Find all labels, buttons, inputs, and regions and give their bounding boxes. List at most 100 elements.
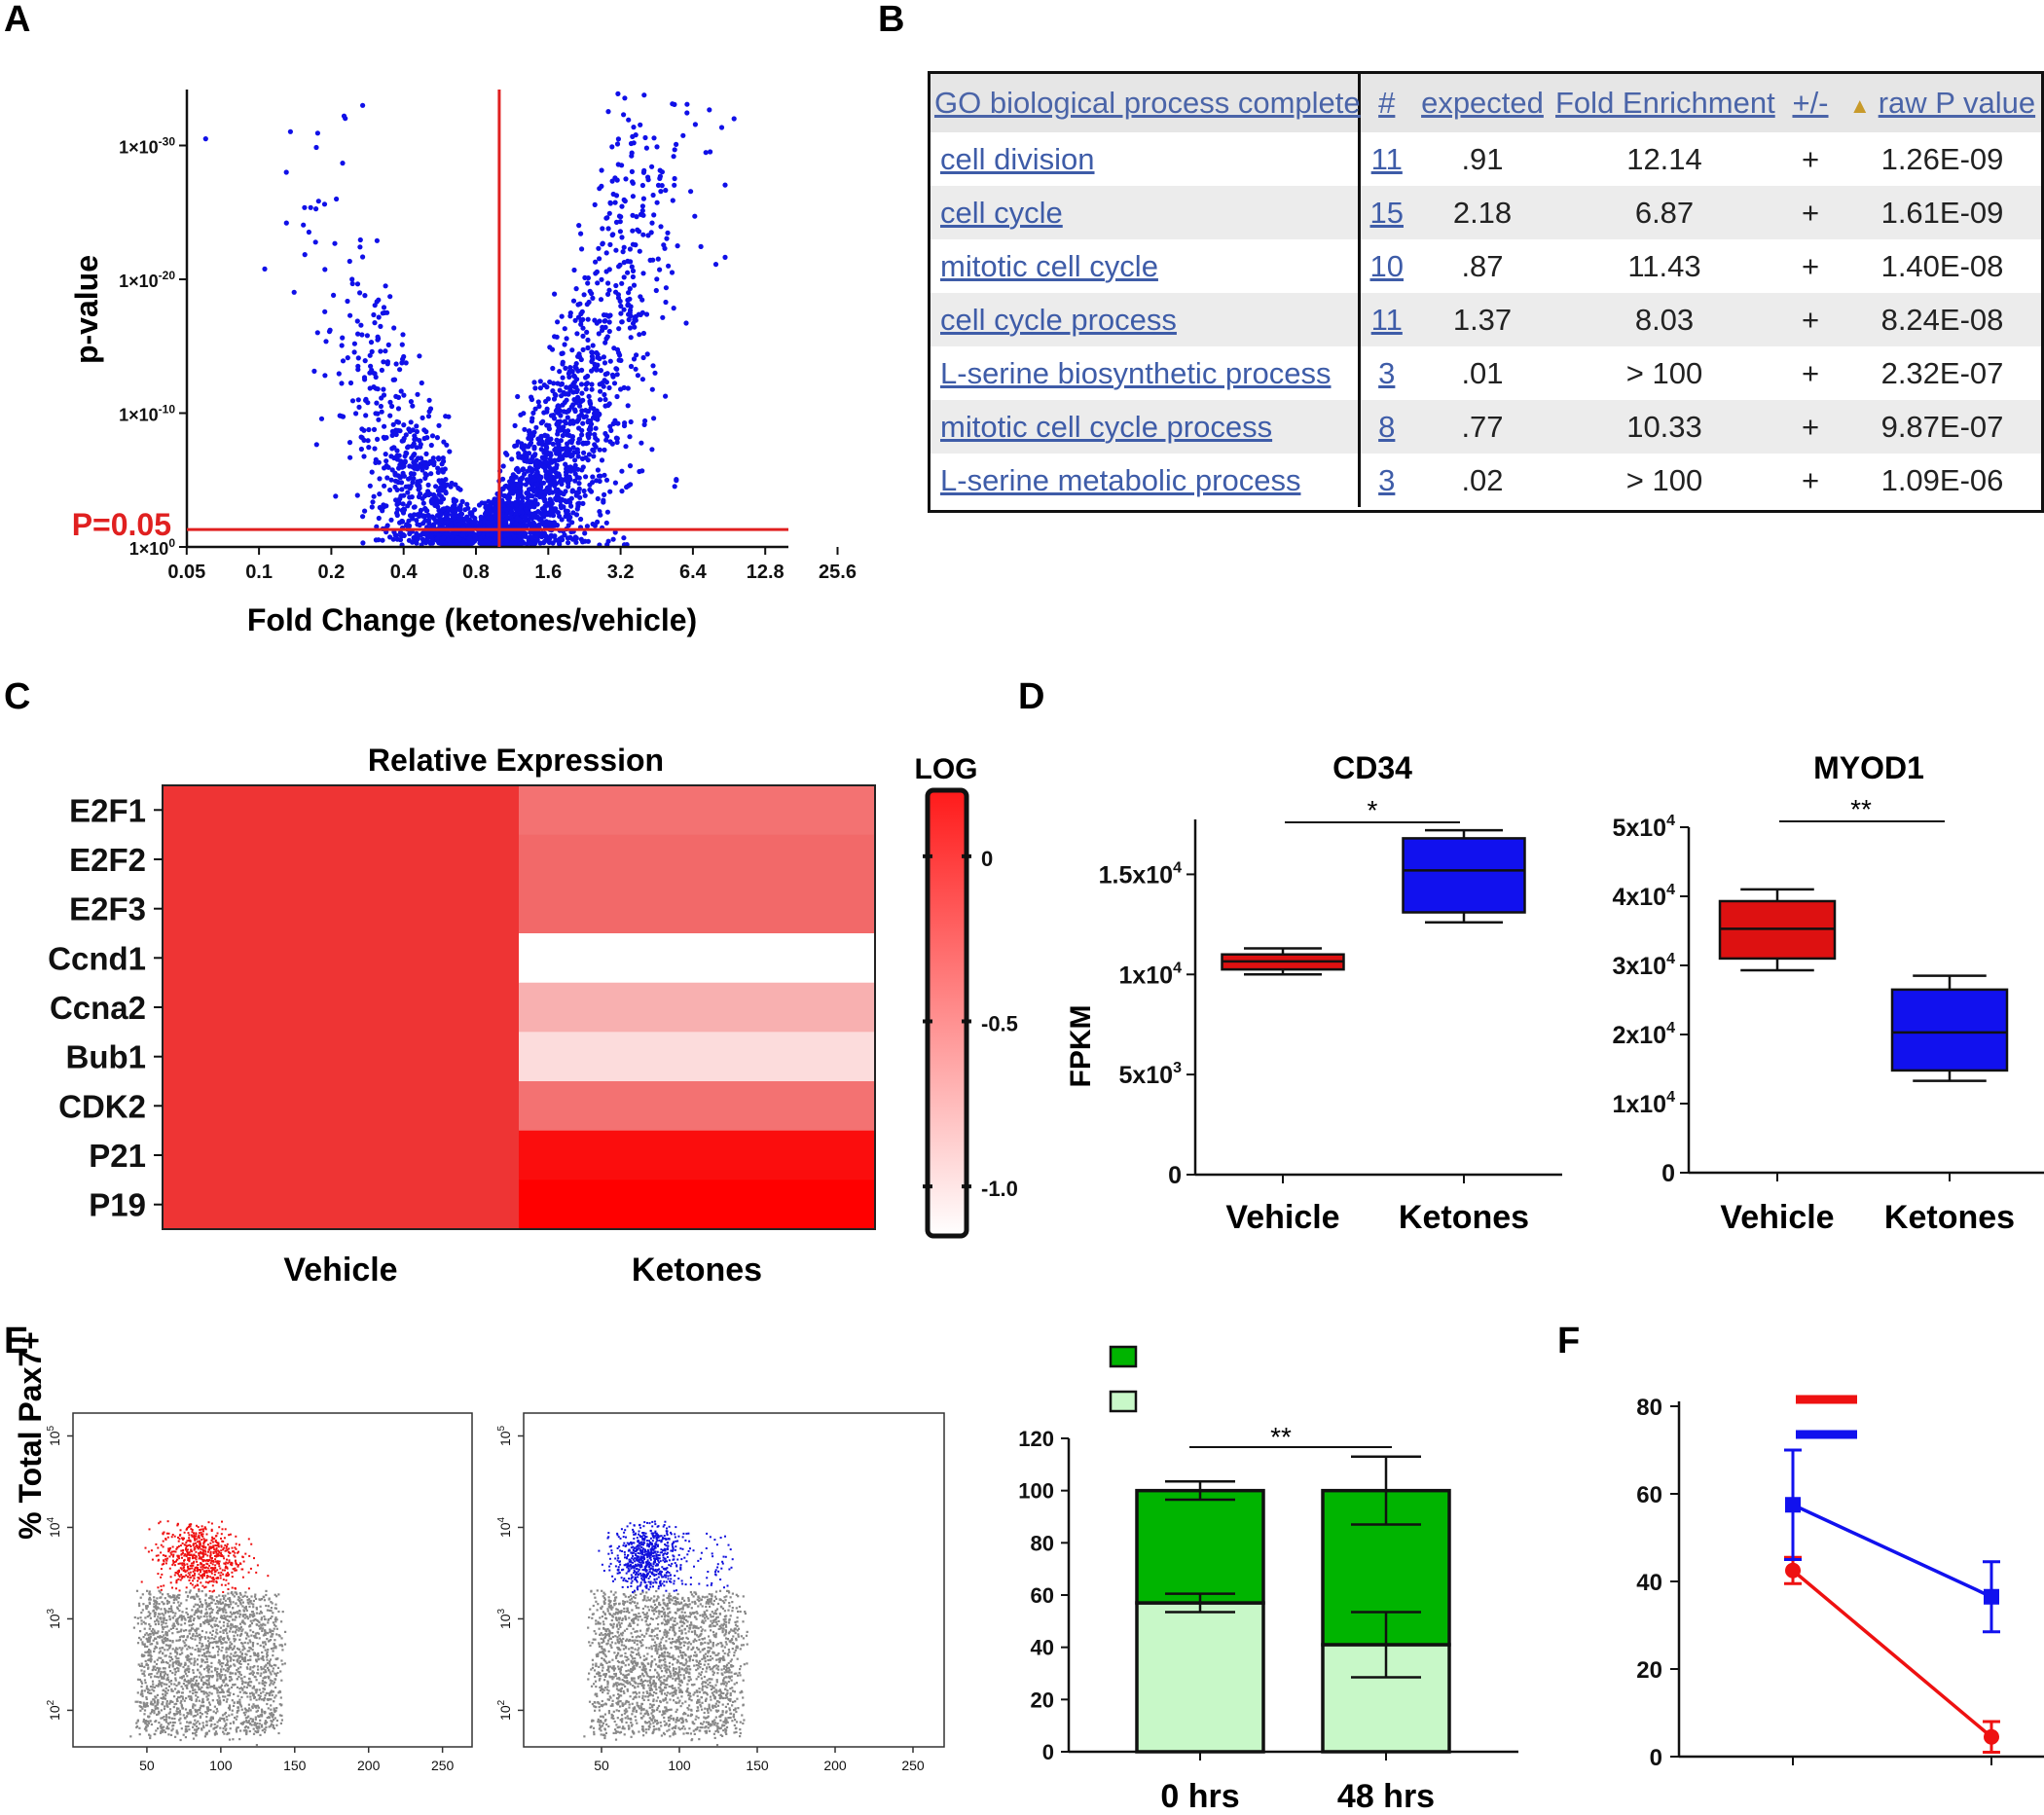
flow-event <box>258 1723 261 1725</box>
flow-event <box>203 1636 206 1639</box>
flow-event <box>217 1694 220 1697</box>
flow-event <box>176 1648 179 1651</box>
volcano-point <box>383 503 389 509</box>
volcano-point <box>639 377 646 382</box>
flow-event <box>259 1674 262 1678</box>
flow-event <box>237 1595 240 1599</box>
flow-event <box>221 1688 224 1691</box>
flow-event <box>224 1695 227 1698</box>
flow-event <box>135 1722 138 1724</box>
flow-event <box>160 1676 164 1679</box>
flow-event <box>147 1715 150 1718</box>
volcano-point <box>594 320 600 326</box>
flow-event <box>236 1715 238 1718</box>
flow-event <box>229 1659 232 1662</box>
flow-event <box>216 1641 219 1644</box>
volcano-point <box>391 325 397 331</box>
flow-event <box>224 1728 227 1731</box>
volcano-point <box>450 512 456 518</box>
flow-event <box>143 1709 147 1712</box>
flow-event <box>164 1609 166 1612</box>
flow-event <box>139 1638 142 1641</box>
flow-event <box>164 1631 167 1634</box>
volcano-point <box>366 426 372 433</box>
volcano-point <box>617 298 623 305</box>
flow-event <box>214 1602 217 1606</box>
flow-event <box>213 1623 216 1626</box>
volcano-point <box>408 419 414 425</box>
flow-event <box>171 1611 174 1615</box>
flow-event <box>195 1684 198 1687</box>
flow-event <box>161 1726 164 1729</box>
volcano-point <box>559 517 565 523</box>
flow-event <box>271 1602 274 1605</box>
flow-event <box>199 1723 201 1725</box>
y-tick-label: 1.5x104 <box>1099 859 1182 889</box>
flow-event <box>152 1609 155 1612</box>
flow-event <box>171 1641 174 1644</box>
flow-event <box>189 1690 192 1693</box>
flow-event <box>242 1609 245 1612</box>
flow-event <box>250 1595 253 1598</box>
volcano-point <box>308 204 313 210</box>
flow-event <box>251 1720 254 1723</box>
flow-event <box>199 1688 201 1690</box>
flow-event <box>257 1672 260 1675</box>
flow-event <box>255 1744 258 1747</box>
flow-event <box>272 1612 274 1615</box>
flow-event <box>252 1613 255 1615</box>
flow-event <box>270 1635 273 1638</box>
flow-event <box>216 1651 220 1653</box>
volcano-point <box>529 493 535 499</box>
flow-event <box>272 1633 274 1636</box>
volcano-point <box>579 427 585 433</box>
flow-event <box>274 1607 276 1610</box>
flow-event <box>262 1655 265 1658</box>
volcano-point <box>368 363 374 369</box>
flow-event <box>162 1701 164 1704</box>
volcano-point <box>672 147 677 153</box>
flow-event <box>252 1692 255 1695</box>
flow-event <box>193 1614 196 1616</box>
flow-event <box>250 1681 253 1684</box>
flow-event <box>192 1691 195 1695</box>
flow-event <box>181 1647 184 1650</box>
volcano-point <box>524 477 529 483</box>
flow-event <box>154 1645 157 1648</box>
flow-event <box>249 1614 252 1616</box>
flow-event <box>222 1654 225 1657</box>
volcano-point <box>541 530 548 536</box>
flow-event <box>221 1608 224 1611</box>
volcano-point <box>607 241 613 247</box>
flow-event <box>274 1603 277 1606</box>
volcano-point <box>472 519 479 525</box>
flow-event <box>139 1709 142 1712</box>
flow-event <box>246 1617 249 1620</box>
flow-event <box>162 1627 164 1630</box>
volcano-point <box>539 519 545 526</box>
flow-event <box>183 1663 187 1666</box>
flow-event <box>175 1697 178 1700</box>
volcano-x-tick-label: 0.1 <box>245 562 273 583</box>
flow-event <box>170 1689 173 1692</box>
volcano-point <box>401 422 407 428</box>
flow-event <box>178 1639 181 1642</box>
volcano-point <box>567 514 573 521</box>
flow-event <box>222 1662 225 1665</box>
flow-event <box>225 1700 228 1703</box>
flow-event <box>174 1713 177 1716</box>
volcano-point <box>408 475 414 481</box>
flow-event <box>238 1638 241 1641</box>
flow-event <box>281 1649 284 1652</box>
flow-event <box>267 1618 270 1621</box>
volcano-point <box>480 540 486 546</box>
volcano-point <box>574 331 580 337</box>
flow-event <box>199 1598 201 1601</box>
volcano-point <box>401 353 407 360</box>
flow-event <box>266 1717 269 1720</box>
flow-event <box>245 1686 248 1688</box>
volcano-point <box>384 309 390 315</box>
flow-event <box>236 1730 238 1733</box>
flow-event <box>228 1597 231 1600</box>
